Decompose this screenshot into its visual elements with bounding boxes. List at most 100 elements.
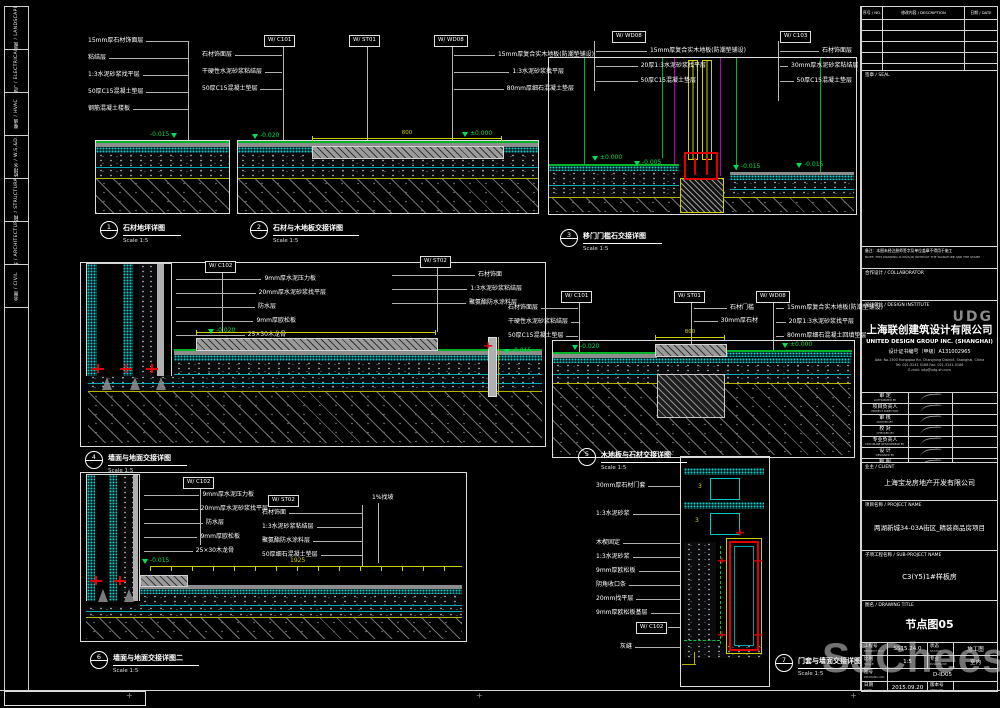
udg-logo: UDG <box>952 309 993 325</box>
cell <box>883 20 965 30</box>
leader-spine <box>778 41 779 101</box>
cell <box>862 42 883 52</box>
fold-mark: + <box>476 691 483 700</box>
annotation: 1:3水泥砂浆找平层 <box>88 72 188 78</box>
annotation: 20mm厚水泥砂浆找平层 <box>144 506 268 512</box>
leader-line <box>776 335 784 337</box>
detail-title-text: 移门门槛石交接详图 <box>583 229 662 244</box>
annotation-text: 石材门槛 <box>729 304 754 311</box>
detail-title: 2 石材与木地板交接详图 Scale 1:5 <box>250 221 359 244</box>
leader-line <box>144 522 203 524</box>
wall-layer <box>109 475 117 601</box>
leader-line <box>648 485 680 487</box>
signature <box>919 425 942 437</box>
role-zh: 项目负责人 <box>872 403 898 410</box>
detail-scale: Scale 1:5 <box>583 246 609 252</box>
anchor-symbol <box>120 364 132 373</box>
annotation: 30mm厚水泥砂浆粘结层 <box>780 63 858 69</box>
sheet-right-line <box>997 6 998 690</box>
wall-band <box>684 502 764 509</box>
annotation: 木楔固定 <box>596 540 680 546</box>
finish-dashed-line <box>684 640 720 641</box>
leader-line <box>638 570 680 572</box>
annotation-text: 50厚C15混凝土垫层 <box>508 332 564 339</box>
annotation-text: 50厚细石混凝土垫层 <box>262 551 318 558</box>
signature <box>919 414 942 426</box>
dimension <box>196 330 436 335</box>
wall-layer <box>684 502 764 509</box>
detail-number: 1 <box>106 223 112 231</box>
annotation: 9mm厚欧松板 <box>176 318 296 324</box>
layer-line <box>238 167 538 168</box>
annotation: 15mm厚复合实木地板(防潮垫铺设) <box>776 305 883 311</box>
wall-layer <box>87 475 95 601</box>
discipline-plumbing: 给排水 / W.S.&D. <box>5 136 28 179</box>
layer-line <box>96 167 229 168</box>
layer-stone <box>553 354 657 358</box>
annotation: 1:3水泥砂浆粘结层 <box>262 524 362 530</box>
empty-cell <box>953 393 997 403</box>
role: 制 图DRAWING BY <box>862 459 909 462</box>
elevation-marker: -0.020 <box>208 324 235 337</box>
elevation-triangle-icon <box>592 156 598 164</box>
material-tag: W/ ST02 <box>268 495 299 507</box>
elevation-marker: ±0.000 <box>782 338 812 351</box>
subproject-label: 子项工程名称 / SUB-PROJECT NAME <box>865 553 942 558</box>
layer-concrete <box>549 186 679 190</box>
anchor-symbol <box>114 576 126 585</box>
role: 审 定 AUTHORIZED BY <box>862 393 909 403</box>
annotation-text: 9mm厚水泥压力板 <box>264 275 316 282</box>
annotation-text: 防水层 <box>257 303 276 310</box>
wall-layer <box>139 264 157 376</box>
annotation-text: 1:3水泥砂浆找平层 <box>88 71 140 78</box>
annotation-text: 30mm厚石材 <box>720 317 758 324</box>
leader-line <box>636 598 680 600</box>
annotation-text: 15mm厚复合实木地板(防潮垫铺设) <box>787 304 884 311</box>
annotation: 50厚C15混凝土垫层 <box>508 333 578 339</box>
role: 审 核 AUDITED BY <box>862 415 909 425</box>
detail-title-text: 木地板与石材交接详图 <box>601 448 687 463</box>
layer-concrete <box>88 384 542 391</box>
wall-finish-line <box>820 58 821 172</box>
annotation-text: 1:3水泥砂浆粘结层 <box>262 523 314 530</box>
label-en: STATUS <box>930 648 942 653</box>
revision-row <box>862 31 997 42</box>
annotation: 9mm厚欧松板 <box>596 568 680 574</box>
layer-screed <box>140 594 462 605</box>
leader-line <box>632 513 680 515</box>
role: 专业负责人 DISCIPLINE RESPONSIBLE BY <box>862 437 909 447</box>
leader-line <box>313 540 362 542</box>
elevation-triangle-icon <box>171 133 178 141</box>
wall-layer <box>87 264 97 376</box>
layer-stone <box>96 143 229 147</box>
threshold-foundation-block <box>657 374 725 418</box>
leader-line <box>776 307 784 309</box>
annotation-text: 干硬性水泥砂浆粘结层 <box>202 68 263 75</box>
dim-tick <box>501 136 502 141</box>
client-name: 上海宝龙房地产开发有限公司 <box>884 479 975 488</box>
label-zh: 版本号 <box>930 682 944 688</box>
leader-line <box>176 306 255 308</box>
arrow-symbol <box>102 372 112 390</box>
arrow-symbol <box>156 372 166 390</box>
annotation: 1%找坡 <box>372 495 412 501</box>
detail-title-text: 石材与木地板交接详图 <box>273 221 359 236</box>
annotation: 干硬性水泥砂浆粘结层 <box>202 69 282 75</box>
anchor-symbol <box>146 364 158 373</box>
empty-cell <box>953 448 997 458</box>
layer-line <box>140 605 462 606</box>
leader-spine <box>188 41 189 151</box>
label-zh: 工程号 <box>864 643 878 649</box>
cell <box>862 53 883 63</box>
signature-row: 审 核 AUDITED BY <box>862 414 997 426</box>
title-block: 序号 / NO. 修改内容 / DESCRIPTION 日期 / DATE 签章… <box>861 6 998 692</box>
info-label: 版本号VERSION <box>928 682 954 691</box>
leader-line <box>260 88 282 90</box>
revision-col-no: 序号 / NO. <box>862 7 883 19</box>
layer-stone <box>238 143 538 147</box>
info-label: 状态 STATUS <box>928 643 954 655</box>
revision-row <box>862 42 997 53</box>
